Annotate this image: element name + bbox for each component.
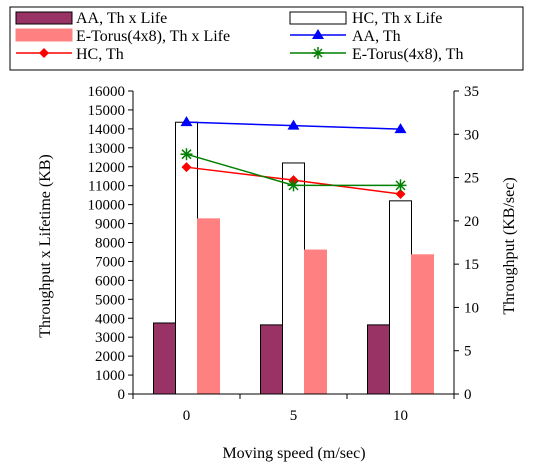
y-right-tick-label: 20 bbox=[464, 214, 479, 230]
legend-label-hc-th-x-life: HC, Th x Life bbox=[352, 10, 442, 27]
series-marker-0 bbox=[287, 119, 300, 130]
y-right-tick-label: 0 bbox=[464, 387, 472, 403]
legend-label-hc-th: HC, Th bbox=[76, 46, 124, 63]
y-left-tick-label: 11000 bbox=[88, 179, 125, 195]
y-left-tick-label: 2000 bbox=[95, 349, 125, 365]
y-axis-right-title: Throughput (KB/sec) bbox=[501, 177, 518, 314]
star-stroke bbox=[181, 149, 192, 160]
y-right-tick-label: 15 bbox=[464, 257, 479, 273]
legend-label-aa-th: AA, Th bbox=[352, 28, 401, 45]
y-right-tick-label: 10 bbox=[464, 300, 479, 316]
x-tick-label: 5 bbox=[290, 408, 298, 424]
legend-marker-etorus-th bbox=[312, 47, 324, 59]
series-marker-1 bbox=[181, 162, 192, 173]
y-left-tick-label: 15000 bbox=[88, 103, 126, 119]
bar-2-0 bbox=[197, 218, 220, 395]
bar-0-1 bbox=[260, 324, 283, 395]
lines-layer bbox=[180, 116, 407, 200]
star-stroke bbox=[395, 180, 406, 191]
bar-2-1 bbox=[304, 249, 327, 395]
y-left-tick-label: 12000 bbox=[88, 160, 126, 176]
y-left-tick-label: 13000 bbox=[88, 141, 126, 157]
legend-marker-hc-th bbox=[39, 48, 49, 58]
y-right-tick-label: 30 bbox=[464, 127, 479, 143]
y-left-tick-label: 14000 bbox=[88, 122, 126, 138]
y-left-tick-label: 16000 bbox=[88, 84, 126, 100]
x-tick-label: 0 bbox=[183, 408, 191, 424]
y-left-tick-label: 5000 bbox=[95, 292, 125, 308]
y-left-tick-label: 3000 bbox=[95, 330, 125, 346]
y-left-tick-label: 4000 bbox=[95, 311, 125, 327]
y-left-tick-label: 7000 bbox=[95, 254, 125, 270]
legend-swatch-hc-th-x-life bbox=[289, 11, 347, 25]
legend-marker-aa-th bbox=[312, 29, 324, 39]
bar-0-0 bbox=[153, 322, 176, 395]
legend-swatch-aa-th-x-life bbox=[15, 11, 73, 25]
legend-frame bbox=[9, 6, 524, 71]
bar-1-2 bbox=[389, 200, 412, 395]
series-marker-2 bbox=[394, 179, 407, 192]
bar-1-1 bbox=[282, 162, 305, 395]
bar-0-2 bbox=[367, 324, 390, 395]
y-right-tick-label: 5 bbox=[464, 344, 472, 360]
y-left-tick-label: 1000 bbox=[95, 368, 125, 384]
legend: AA, Th x Life HC, Th x Life E-Torus(4x8)… bbox=[9, 6, 524, 71]
ticks-layer: 0100020003000400050006000700080009000100… bbox=[88, 84, 480, 424]
series-marker-1 bbox=[395, 189, 406, 200]
y-left-tick-label: 0 bbox=[118, 387, 126, 403]
y-right-tick-label: 25 bbox=[464, 171, 479, 187]
y-left-tick-label: 8000 bbox=[95, 236, 125, 252]
legend-label-aa-th-x-life: AA, Th x Life bbox=[76, 10, 167, 27]
series-marker-2 bbox=[180, 148, 193, 161]
star-stroke bbox=[288, 180, 299, 191]
legend-label-etorus-th: E-Torus(4x8), Th bbox=[352, 46, 463, 63]
y-left-tick-label: 6000 bbox=[95, 273, 125, 289]
legend-label-etorus-th-x-life: E-Torus(4x8), Th x Life bbox=[76, 28, 230, 45]
x-tick-label: 10 bbox=[393, 408, 408, 424]
y-right-tick-label: 35 bbox=[464, 84, 479, 100]
y-left-tick-label: 10000 bbox=[88, 198, 126, 214]
legend-swatch-etorus-th-x-life bbox=[15, 28, 73, 42]
y-left-tick-label: 9000 bbox=[95, 217, 125, 233]
series-marker-0 bbox=[394, 123, 407, 134]
series-marker-2 bbox=[287, 179, 300, 192]
y-axis-left-title: Throughput x Lifetime (KB) bbox=[37, 154, 54, 338]
bar-2-2 bbox=[411, 254, 434, 395]
x-axis-title: Moving speed (m/sec) bbox=[222, 445, 365, 462]
series-marker-0 bbox=[180, 116, 193, 127]
